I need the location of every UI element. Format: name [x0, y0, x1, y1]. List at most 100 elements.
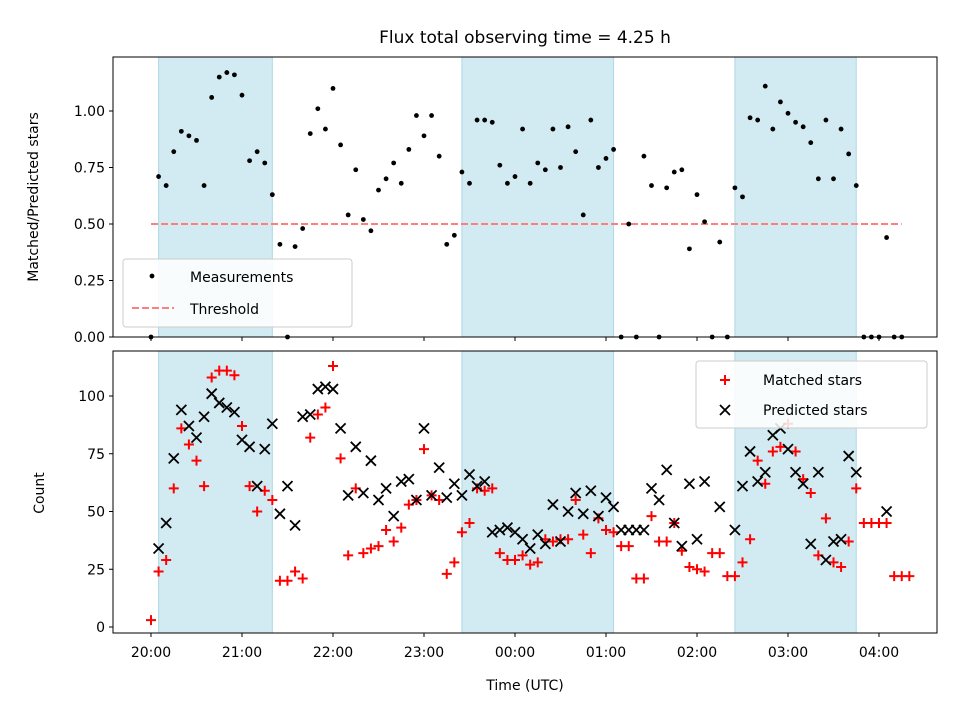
predicted-point	[752, 475, 764, 488]
predicted-point	[797, 478, 809, 490]
data-point	[429, 113, 434, 118]
data-point	[398, 180, 404, 186]
bottom-panel: 0 25 50 75 100 20:00 21:00 22:00 23:00 00:00 01:00…	[78, 350, 938, 661]
data-point	[451, 232, 457, 238]
data-point	[178, 128, 184, 134]
data-point	[687, 246, 692, 252]
predicted-point	[365, 455, 377, 467]
matched-point	[623, 541, 634, 552]
matched-point	[760, 478, 771, 489]
predicted-point	[744, 445, 756, 458]
matched-point	[176, 423, 187, 434]
data-point	[838, 126, 844, 132]
predicted-point	[441, 492, 453, 504]
predicted-point	[243, 441, 256, 453]
predicted-point	[532, 528, 544, 541]
predicted-point	[456, 489, 468, 501]
predicted-point	[259, 443, 271, 455]
data-point	[762, 83, 768, 89]
data-point	[323, 126, 328, 132]
data-point	[156, 174, 161, 179]
data-point	[573, 149, 579, 155]
data-point	[717, 239, 723, 245]
predicted-point	[554, 535, 567, 548]
data-point	[853, 183, 859, 188]
predicted-point	[638, 524, 650, 536]
y-tick-label: 0.00	[74, 330, 105, 346]
data-point	[846, 151, 852, 157]
predicted-point	[645, 482, 658, 495]
data-point	[808, 140, 814, 146]
y-tick-label: 0	[96, 620, 105, 636]
matched-point	[183, 439, 194, 450]
predicted-point	[350, 441, 362, 453]
matched-point	[221, 365, 232, 376]
data-point	[520, 126, 525, 132]
predicted-point	[380, 482, 392, 495]
predicted-point	[653, 494, 665, 506]
data-point	[277, 241, 283, 247]
top-y-axis-label: Matched/Predicted stars	[26, 112, 42, 282]
data-point	[588, 117, 594, 123]
matched-point	[563, 534, 574, 545]
matched-point	[851, 483, 862, 494]
bottom-y-axis-label: Count	[32, 472, 48, 514]
predicted-point	[524, 542, 536, 555]
predicted-point	[289, 519, 301, 531]
matched-point	[206, 372, 217, 383]
matched-point	[547, 536, 558, 547]
data-point	[444, 241, 450, 247]
predicted-point	[334, 422, 347, 434]
matched-point	[343, 550, 354, 561]
predicted-point	[501, 522, 514, 534]
matched-point	[237, 421, 247, 432]
x-tick-label: 00:00	[495, 645, 535, 661]
matched-point	[290, 566, 301, 577]
predicted-point	[190, 431, 203, 444]
predicted-point	[168, 452, 180, 465]
data-point	[558, 165, 563, 170]
matched-point	[646, 511, 657, 522]
matched-point	[798, 474, 809, 485]
shaded-interval	[158, 350, 273, 634]
predicted-point	[600, 492, 612, 504]
data-point	[171, 149, 177, 155]
data-point	[376, 187, 381, 193]
predicted-point	[304, 408, 316, 421]
matched-point	[365, 543, 376, 554]
predicted-point	[198, 411, 210, 423]
data-point	[679, 167, 685, 173]
data-point	[292, 244, 298, 250]
x-tick-label: 04:00	[859, 645, 899, 661]
data-point	[580, 212, 586, 218]
matched-point	[305, 432, 316, 443]
data-point	[421, 133, 427, 139]
data-point	[436, 153, 442, 159]
shaded-interval	[734, 56, 857, 338]
legend-label: Matched stars	[763, 373, 862, 389]
x-axis-label: Time (UTC)	[485, 678, 563, 694]
matched-point	[282, 575, 293, 586]
y-tick-label: 0.50	[74, 217, 105, 233]
data-point	[482, 117, 488, 123]
matched-point	[828, 557, 839, 568]
matched-point	[161, 555, 172, 566]
data-point	[512, 174, 518, 179]
matched-point	[729, 571, 740, 582]
data-point	[702, 219, 707, 225]
legend-label: Measurements	[190, 270, 293, 286]
matched-point	[191, 455, 202, 466]
data-point	[505, 180, 510, 186]
matched-point	[320, 402, 331, 413]
data-point	[383, 176, 389, 182]
x-tick-label: 03:00	[768, 645, 808, 661]
data-point	[671, 169, 677, 175]
predicted-point	[683, 478, 696, 490]
predicted-point	[395, 475, 407, 488]
x-tick-label: 20:00	[131, 645, 171, 661]
data-point	[307, 131, 313, 137]
matched-point	[335, 453, 346, 464]
legend-marker-predicted	[719, 404, 731, 416]
predicted-point	[812, 466, 824, 478]
